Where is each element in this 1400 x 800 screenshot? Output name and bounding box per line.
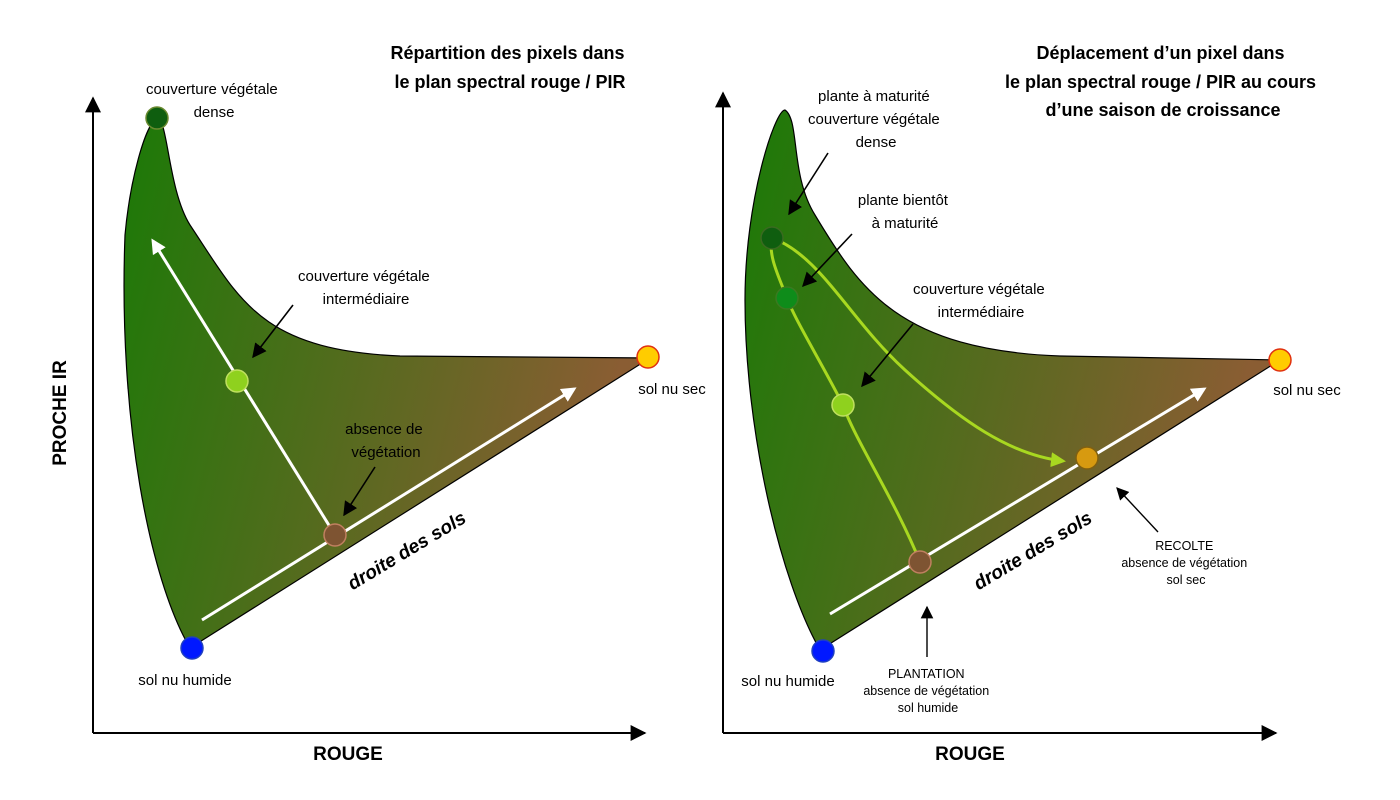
right-dot-almost-mature <box>775 286 799 310</box>
right-title: Déplacement d’un pixel dans le plan spec… <box>1005 43 1321 120</box>
right-planting-label: PLANTATION absence de végétation sol hum… <box>863 667 992 715</box>
left-wet-soil-label: sol nu humide <box>138 672 231 689</box>
left-dot-intermediate <box>225 369 249 393</box>
left-y-axis-label: PROCHE IR <box>50 360 71 466</box>
left-dot-dense-cover <box>145 106 169 130</box>
right-wet-soil-label: sol nu humide <box>741 673 834 690</box>
right-intermediate-pointer <box>861 323 914 388</box>
left-intermediate-pointer <box>252 304 294 359</box>
right-mature-label: plante à maturité couverture végétale de… <box>808 88 944 151</box>
right-senescence-curve <box>771 236 1066 468</box>
right-intermediate-label: couverture végétale intermédiaire <box>913 281 1049 321</box>
right-panel: Déplacement d’un pixel dans le plan spec… <box>715 43 1341 765</box>
left-soil-line-arrow <box>201 387 577 622</box>
right-almost-mature-pointer <box>802 233 853 288</box>
left-dense-cover-label: couverture végétale dense <box>146 81 282 121</box>
right-dot-dry-soil <box>1268 348 1292 372</box>
right-dot-intermediate <box>831 393 855 417</box>
right-harvest-label: RECOLTE absence de végétation sol sec <box>1121 539 1250 587</box>
left-panel: Répartition des pixels dans le plan spec… <box>50 43 706 765</box>
right-harvest-pointer <box>1116 487 1159 533</box>
right-dry-soil-label: sol nu sec <box>1273 382 1341 399</box>
right-almost-mature-label: plante bientôt à maturité <box>858 192 952 232</box>
right-mature-pointer <box>788 152 829 216</box>
right-growth-curve-up <box>769 237 922 563</box>
left-no-vegetation-label: absence de végétation <box>345 421 427 461</box>
left-x-axis-label: ROUGE <box>313 744 383 765</box>
right-dot-mature <box>760 226 784 250</box>
left-dot-dry-soil <box>636 345 660 369</box>
right-dot-wet-soil <box>811 639 835 663</box>
left-dot-wet-soil <box>180 636 204 660</box>
left-no-veg-pointer <box>343 466 376 517</box>
right-x-axis-label: ROUGE <box>935 744 1005 765</box>
left-title: Répartition des pixels dans le plan spec… <box>390 43 629 92</box>
right-soil-line-arrow <box>829 387 1207 616</box>
left-dry-soil-label: sol nu sec <box>638 381 706 398</box>
left-dot-no-vegetation <box>323 523 347 547</box>
left-intermediate-label: couverture végétale intermédiaire <box>298 268 434 308</box>
right-dot-harvest <box>1075 446 1099 470</box>
right-dot-planting <box>908 550 932 574</box>
